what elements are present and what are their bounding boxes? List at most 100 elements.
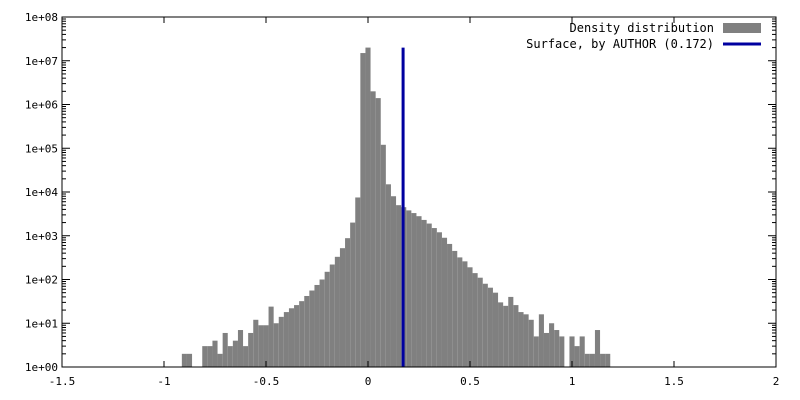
histogram-bar [462, 261, 468, 367]
histogram-bar [253, 319, 259, 367]
histogram-bar [258, 325, 264, 367]
histogram-bar [212, 340, 218, 367]
y-axis: 1e+00 1e+01 1e+02 1e+03 1e+04 1e+05 1e+06 1e+07… [25, 11, 776, 374]
x-tick-label: 1 [569, 375, 576, 388]
histogram-bar [345, 238, 351, 367]
histogram-bar [574, 346, 580, 367]
histogram-bar [375, 98, 381, 367]
histogram-bar [569, 336, 575, 367]
histogram-bar [605, 353, 611, 367]
histogram-bar [227, 346, 233, 367]
histogram-bar [339, 248, 346, 367]
histogram-bar [365, 47, 371, 368]
histogram-bar [232, 340, 238, 367]
y-tick-label: 1e+08 [25, 11, 58, 24]
histogram-bar [467, 267, 473, 367]
histogram-bar [533, 336, 539, 367]
histogram-bar [299, 301, 305, 367]
histogram-bar [523, 314, 529, 367]
legend-label: Density distribution [570, 21, 715, 35]
histogram-bar [319, 279, 325, 367]
histogram-bar [263, 325, 269, 367]
histogram-bar [487, 287, 493, 367]
histogram-bar [482, 283, 488, 367]
histogram-bar [294, 305, 300, 367]
histogram-bar [447, 243, 453, 367]
histogram-bar [309, 290, 315, 367]
histogram-bar [248, 332, 254, 367]
y-tick-label: 1e+01 [25, 317, 58, 330]
histogram-bar [457, 257, 463, 367]
x-tick-label: 2 [773, 375, 780, 388]
histogram-bar [237, 330, 244, 367]
y-tick-label: 1e+05 [25, 142, 58, 155]
histogram-bar [538, 314, 544, 367]
histogram-bar [584, 353, 590, 367]
histogram-bar [513, 305, 519, 367]
histogram-bar [594, 330, 601, 367]
x-tick-label: 0.5 [460, 375, 480, 388]
histogram-bar [543, 332, 550, 367]
histogram-bar [518, 312, 524, 367]
histogram-bar [589, 353, 595, 367]
histogram-bar [416, 216, 422, 367]
histogram-bar [243, 346, 249, 367]
histogram-bar [304, 295, 310, 367]
histogram-bar [579, 336, 585, 367]
y-tick-label: 1e+07 [25, 55, 58, 68]
histogram-bar [554, 330, 560, 367]
histogram-bar [324, 271, 330, 367]
histogram-bar [370, 91, 376, 367]
histogram-bar [600, 353, 606, 367]
x-axis: -1.5 -1 -0.5 0 0.5 1 1.5 2 [49, 17, 780, 388]
histogram-bar [355, 197, 361, 367]
y-tick-label: 1e+00 [25, 361, 58, 374]
y-tick-label: 1e+06 [25, 99, 58, 112]
histogram-bar [421, 219, 427, 367]
histogram-bar [283, 312, 289, 367]
x-tick-label: 0 [365, 375, 372, 388]
histogram-bar [492, 292, 499, 367]
histogram-bar [202, 346, 208, 367]
histogram-bar [334, 256, 340, 367]
histogram-bar [288, 308, 295, 367]
histogram-bar [452, 250, 458, 367]
histogram-bar [350, 222, 356, 367]
histogram-bar [329, 264, 335, 367]
histogram-bar [360, 53, 366, 367]
histogram-bar [472, 273, 478, 367]
histogram-bar [207, 346, 213, 367]
histogram-bar [436, 232, 442, 367]
histogram-bar [559, 336, 565, 367]
histogram-bar [268, 306, 274, 367]
histogram-bar [390, 196, 397, 367]
histogram-bar [181, 353, 187, 367]
histogram-bar [441, 237, 448, 367]
y-tick-label: 1e+04 [25, 186, 58, 199]
histogram-bar [508, 296, 514, 367]
y-tick-label: 1e+02 [25, 274, 58, 287]
histogram-bar [278, 316, 284, 367]
legend-label: Surface, by AUTHOR (0.172) [526, 37, 714, 51]
histogram-bar [431, 228, 437, 367]
histogram-bar [426, 223, 432, 367]
x-tick-label: -0.5 [253, 375, 280, 388]
histogram-bars [181, 47, 611, 368]
histogram-bar [411, 213, 417, 367]
histogram-bar [396, 205, 402, 367]
histogram-bar [528, 319, 534, 367]
histogram-bar [186, 353, 193, 367]
histogram-bar [217, 353, 223, 367]
histogram-bar [222, 332, 228, 367]
histogram-bar [314, 284, 320, 367]
histogram-bar [498, 302, 504, 367]
histogram-bar [477, 277, 483, 367]
histogram-bar [385, 184, 391, 367]
x-tick-label: 1.5 [664, 375, 684, 388]
legend: Density distribution Surface, by AUTHOR (… [526, 21, 761, 51]
histogram-bar [380, 144, 386, 367]
x-tick-label: -1 [157, 375, 170, 388]
histogram-bar [549, 323, 555, 367]
x-tick-label: -1.5 [49, 375, 76, 388]
